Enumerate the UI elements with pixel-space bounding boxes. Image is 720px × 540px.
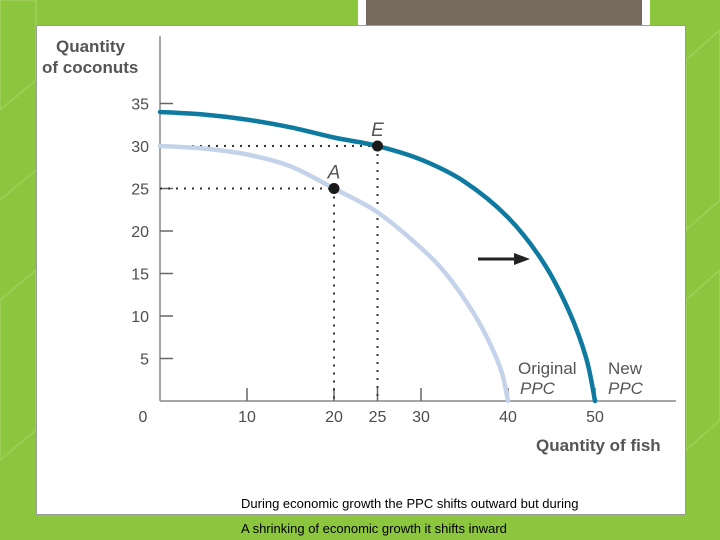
new-label-line2: PPC <box>608 379 644 398</box>
point-label-a: A <box>327 163 341 184</box>
y-ticks: 5 10 15 20 25 30 35 <box>131 97 173 369</box>
points: AE <box>327 120 384 194</box>
x-tick-label: 25 <box>369 409 387 426</box>
point-e <box>372 140 383 152</box>
x-tick-label: 20 <box>325 409 343 426</box>
curves <box>157 109 598 404</box>
x-ticks: 0 10 20 25 30 40 50 <box>139 388 604 426</box>
slide-card <box>36 25 686 515</box>
y-tick-label: 15 <box>131 267 149 284</box>
y-tick-label: 35 <box>131 97 149 114</box>
y-tick-label: 25 <box>131 182 149 199</box>
original-label-line1: Original <box>518 359 577 378</box>
y-tick-label: 30 <box>131 139 149 156</box>
x-tick-label: 0 <box>139 409 148 426</box>
x-tick-label: 30 <box>412 409 430 426</box>
new-ppc-curve <box>157 109 598 404</box>
x-tick-label: 10 <box>238 409 256 426</box>
y-tick-label: 20 <box>131 224 149 241</box>
x-tick-label: 40 <box>499 409 517 426</box>
y-tick-label: 5 <box>140 352 149 369</box>
original-label-line2: PPC <box>520 379 556 398</box>
shift-arrow <box>478 253 530 265</box>
x-tick-label: 50 <box>586 409 604 426</box>
point-label-e: E <box>371 120 384 141</box>
point-a <box>328 183 340 194</box>
x-axis-title: Quantity of fish <box>536 436 661 455</box>
y-axis-title-line1: Quantity <box>56 37 125 56</box>
caption-line-1: During economic growth the PPC shifts ou… <box>241 496 579 511</box>
guide-lines <box>160 145 379 401</box>
y-tick-label: 10 <box>131 309 149 326</box>
y-axis-title-line2: of coconuts <box>42 58 138 77</box>
new-label-line1: New <box>608 359 643 378</box>
original-ppc-curve <box>157 143 511 404</box>
caption-line-2: A shrinking of economic growth it shifts… <box>241 521 507 536</box>
